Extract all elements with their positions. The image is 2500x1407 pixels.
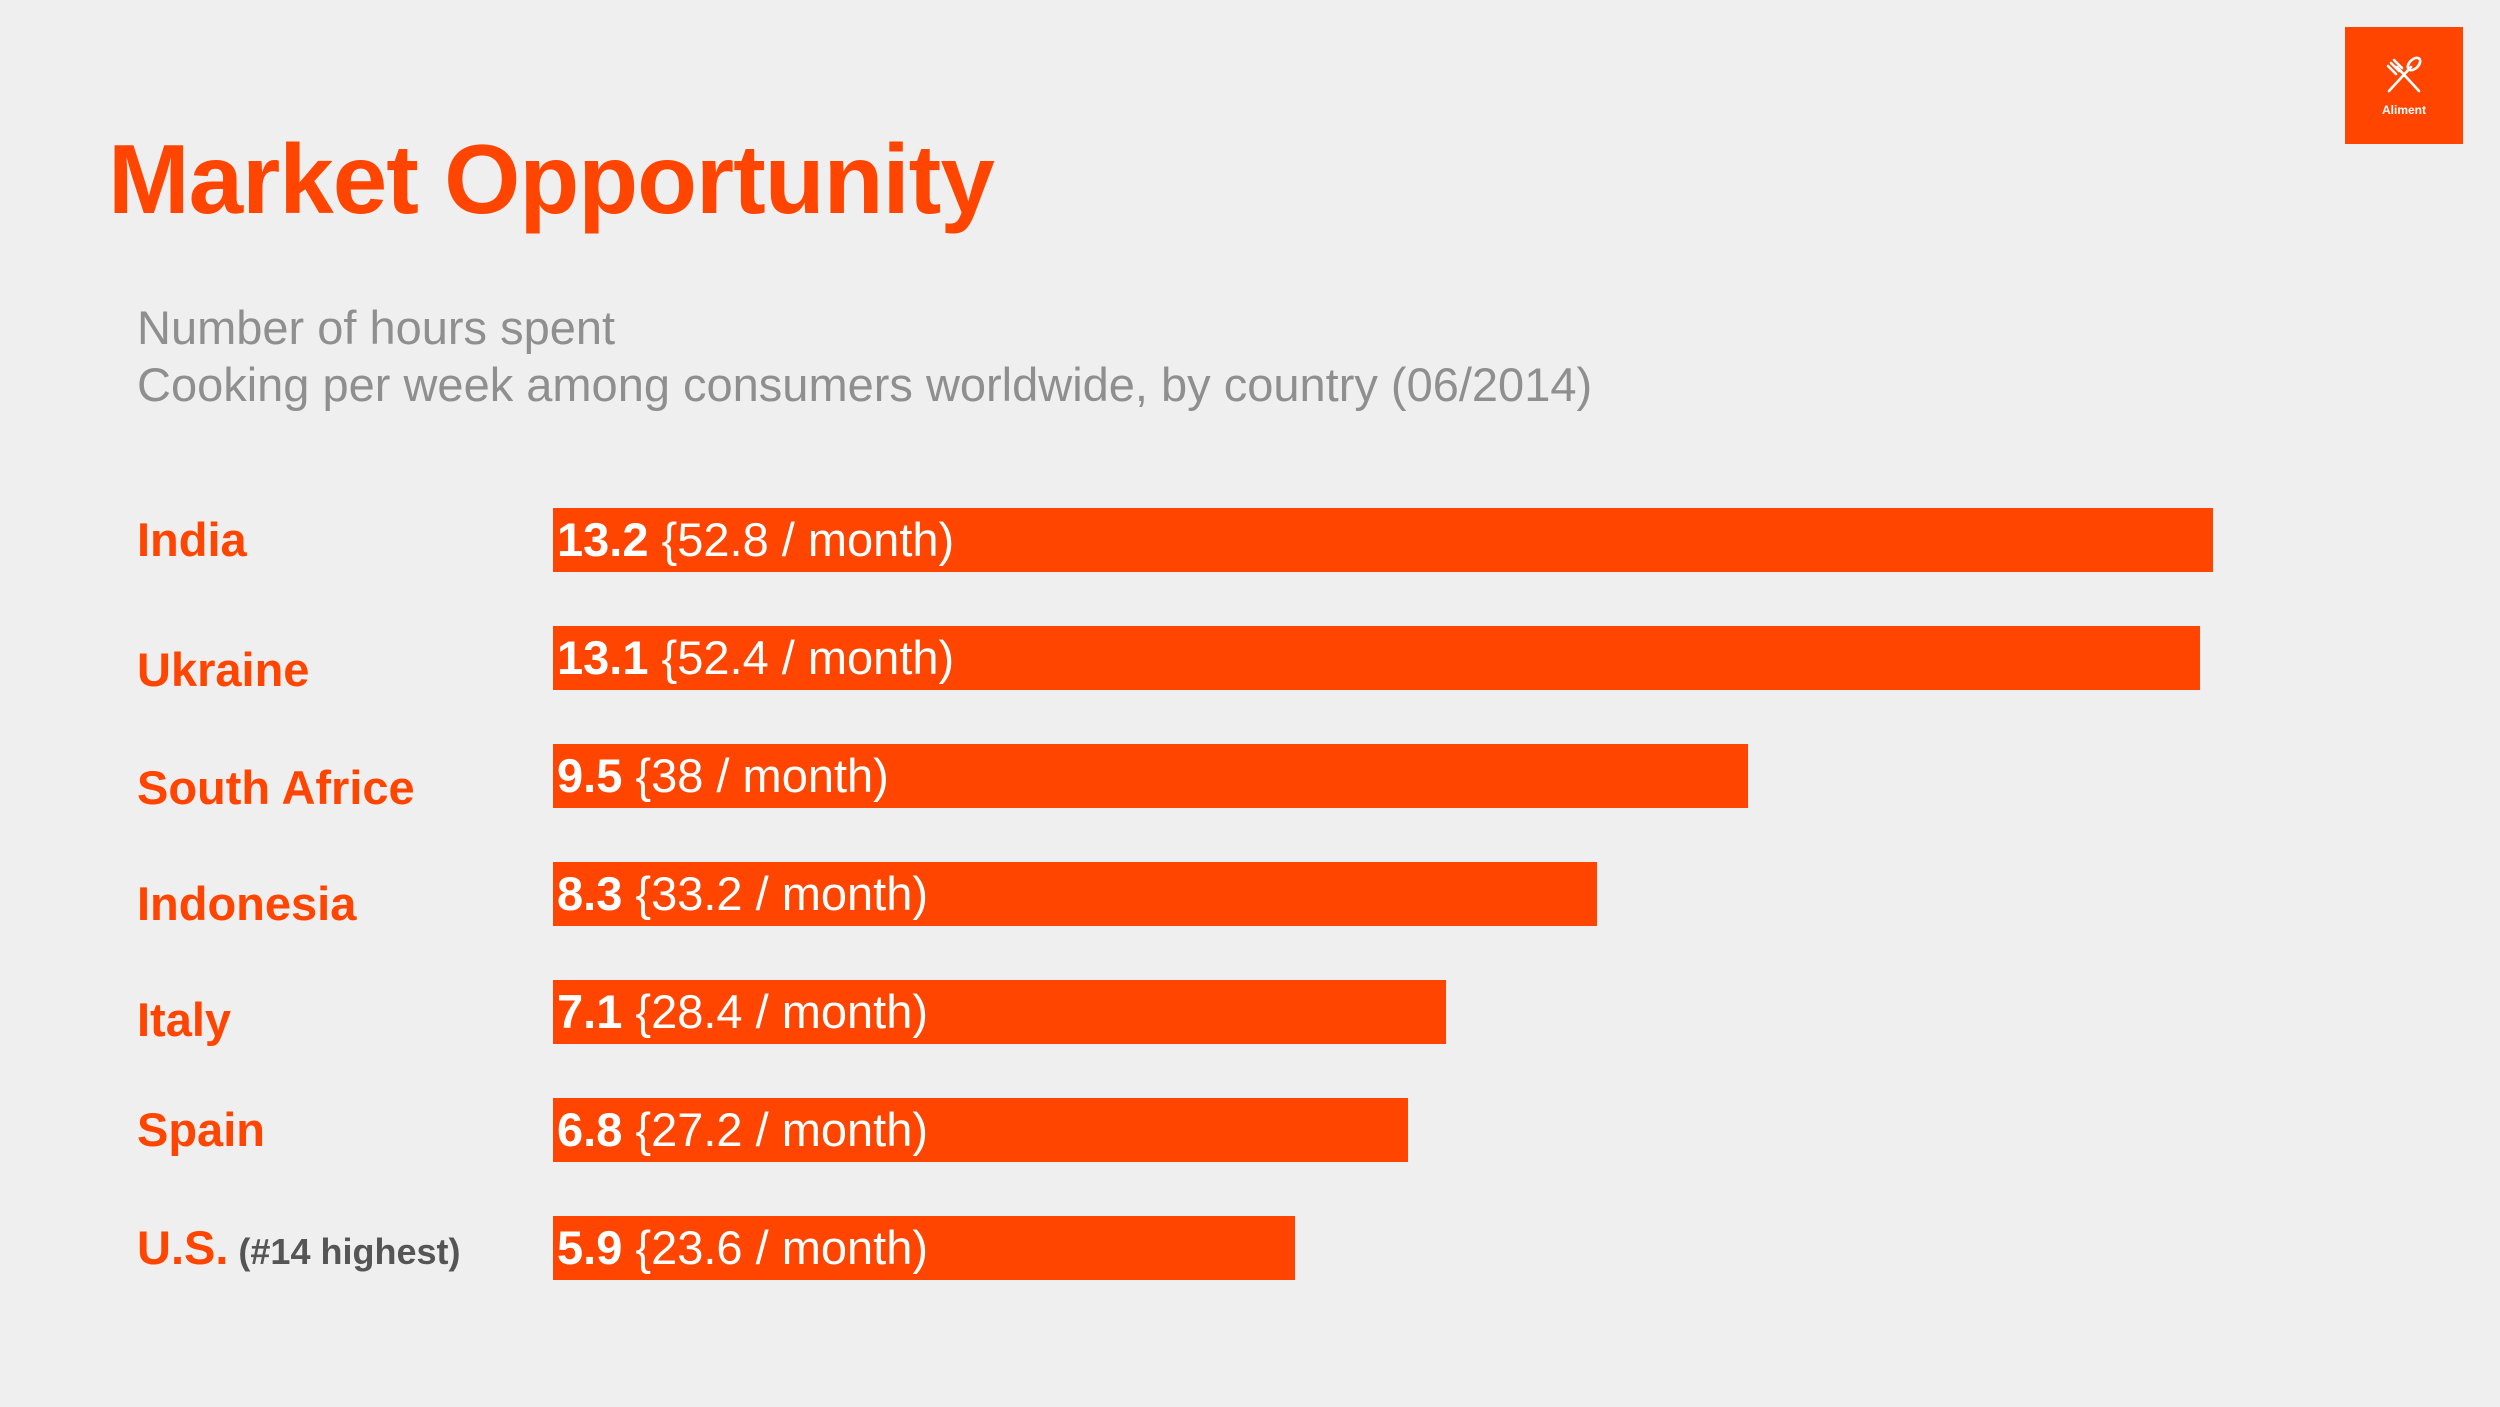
bar [553, 980, 1446, 1044]
country-name: U.S. [137, 1221, 229, 1274]
bar-value-label: 8.3 {33.2 / month) [557, 862, 928, 926]
country-label: Indonesia [137, 876, 356, 932]
bar-value-label: 6.8 {27.2 / month) [557, 1098, 928, 1162]
bar [553, 862, 1597, 926]
bar [553, 1216, 1295, 1280]
bar-monthly-value: {28.4 / month) [622, 985, 929, 1038]
country-note: (#14 highest) [228, 1231, 461, 1272]
bar-monthly-value: {33.2 / month) [622, 867, 929, 920]
bar-value-label: 5.9 {23.6 / month) [557, 1216, 928, 1280]
bar [553, 626, 2200, 690]
bar-value-label: 13.2 {52.8 / month) [557, 508, 954, 572]
bar-value-label: 7.1 {28.4 / month) [557, 980, 928, 1044]
bar-value: 5.9 [557, 1221, 623, 1274]
bar [553, 744, 1748, 808]
bar [553, 508, 2213, 572]
country-label: South Africe [137, 760, 415, 816]
bar-monthly-value: {52.4 / month) [648, 631, 955, 684]
bar-value-label: 13.1 {52.4 / month) [557, 626, 954, 690]
fork-knife-icon [2386, 56, 2422, 93]
brand-logo: Aliment [2345, 27, 2463, 144]
country-label: Ukraine [137, 642, 309, 698]
bar-value: 6.8 [557, 1103, 623, 1156]
country-name: India [137, 513, 247, 566]
country-label: U.S. (#14 highest) [137, 1220, 460, 1280]
bar-value-label: 9.5 {38 / month) [557, 744, 889, 808]
country-name: Italy [137, 993, 232, 1046]
chart-subtitle-line1: Number of hours spent [137, 301, 616, 354]
bar-value: 13.1 [557, 631, 649, 684]
country-label: India [137, 512, 247, 568]
country-name: Ukraine [137, 643, 310, 696]
country-name: Indonesia [137, 877, 357, 930]
bar-monthly-value: {27.2 / month) [622, 1103, 929, 1156]
bar-monthly-value: {38 / month) [622, 749, 889, 802]
chart-subtitle-line2: Cooking per week among consumers worldwi… [137, 358, 1593, 411]
bar-monthly-value: {23.6 / month) [622, 1221, 929, 1274]
country-label: Italy [137, 992, 231, 1048]
bar-value: 9.5 [557, 749, 623, 802]
bar [553, 1098, 1408, 1162]
country-name: Spain [137, 1103, 265, 1156]
country-label: Spain [137, 1102, 265, 1158]
logo-text: Aliment [2381, 103, 2426, 117]
bar-value: 7.1 [557, 985, 623, 1038]
bar-monthly-value: {52.8 / month) [648, 513, 955, 566]
page-title: Market Opportunity [108, 124, 995, 234]
country-name: South Africe [137, 761, 415, 814]
bar-value: 13.2 [557, 513, 649, 566]
bar-value: 8.3 [557, 867, 623, 920]
